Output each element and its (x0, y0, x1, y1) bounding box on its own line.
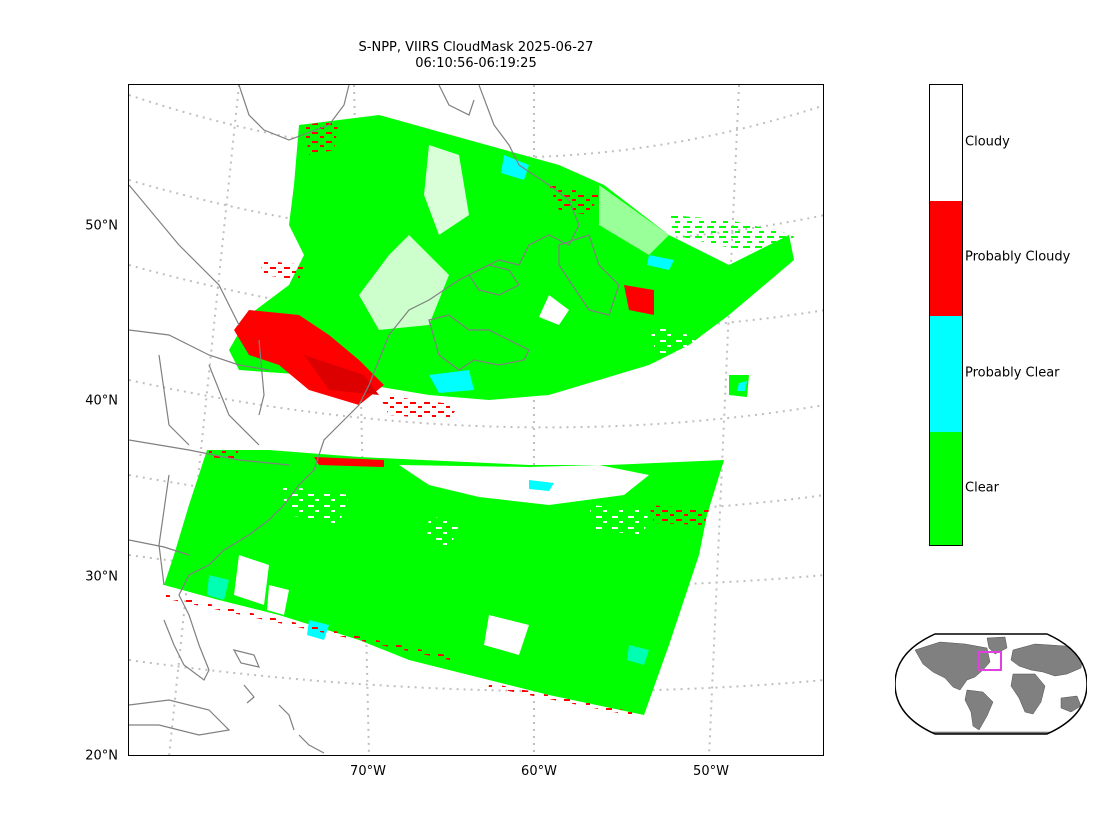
lon-label-60w: 60°W (521, 764, 557, 779)
lat-label-50n: 50°N (85, 218, 118, 234)
cloudmask-north (229, 115, 794, 420)
colorbar-label-probably-clear: Probably Clear (965, 365, 1060, 381)
lat-label-30n: 30°N (85, 569, 118, 585)
globe-locator-inset (894, 632, 1088, 736)
inset-region-box (978, 651, 1002, 671)
title-line-1: S-NPP, VIIRS CloudMask 2025-06-27 (358, 40, 594, 55)
cloudmask-south (158, 450, 724, 717)
colorbar (929, 84, 963, 546)
title-line-2: 06:10:56-06:19:25 (415, 56, 537, 71)
chart-title: S-NPP, VIIRS CloudMask 2025-06-27 06:10:… (276, 40, 676, 72)
map-svg (129, 85, 823, 755)
lon-label-70w: 70°W (350, 764, 386, 779)
colorbar-label-cloudy: Cloudy (965, 134, 1010, 150)
colorbar-swatch-clear (930, 431, 962, 545)
inset-outline (894, 633, 1088, 735)
inset-land (895, 636, 1087, 734)
lon-label-50w: 50°W (693, 764, 729, 779)
coastlines (129, 85, 620, 754)
lat-label-40n: 40°N (85, 393, 118, 409)
colorbar-swatch-cloudy (930, 85, 962, 201)
colorbar-swatch-probably-cloudy (930, 200, 962, 316)
colorbar-label-probably-cloudy: Probably Cloudy (965, 249, 1071, 265)
colorbar-label-clear: Clear (965, 480, 999, 496)
inset-svg (894, 633, 1088, 735)
map-panel (128, 84, 824, 756)
lat-label-20n: 20°N (85, 748, 118, 764)
colorbar-swatch-probably-clear (930, 316, 962, 432)
